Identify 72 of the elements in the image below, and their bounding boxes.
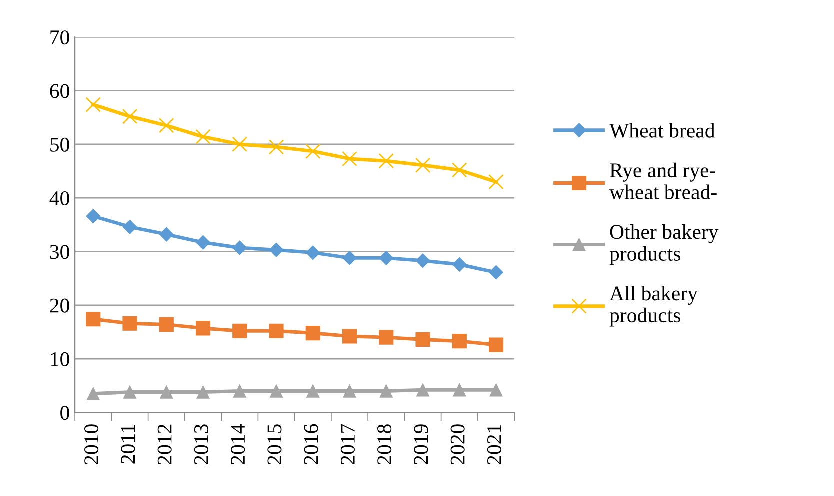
point [380,384,393,398]
point [488,174,504,190]
y-tick-label: 40 [50,191,70,206]
point [378,153,394,169]
point [159,317,174,332]
x-tick-label: 2010 [84,424,99,465]
point [196,386,210,399]
point [269,242,284,258]
point [452,257,467,272]
x-tick-label: 2015 [268,424,282,465]
point [452,162,468,178]
point [415,158,431,174]
x-tick-label: 2012 [158,424,172,465]
y-tick-label: 50 [50,138,70,152]
y-tick-label: 30 [50,245,70,260]
x-tick-label: 2014 [231,424,246,465]
point [86,209,101,224]
point [453,384,466,397]
x-tick-label: 2020 [450,424,465,465]
point [232,324,248,338]
point [342,250,357,266]
point [123,386,137,399]
point [160,386,174,399]
legend-label: Other bakery products [610,224,719,266]
point [196,235,210,250]
x-tick-label: 2013 [194,424,208,465]
point [342,329,358,344]
point [305,144,321,160]
point [343,384,356,398]
point [268,140,284,155]
point [232,136,248,152]
point [86,312,101,327]
point [306,246,320,260]
point [196,129,211,145]
y-tick-label: 0 [60,406,70,420]
legend-label: Rye and rye- wheat bread- [609,162,717,200]
point [159,227,174,242]
point [270,384,284,398]
point [490,384,503,397]
point [489,265,504,280]
x-tick-label: 2019 [414,424,428,465]
x-tick-label: 2011 [121,425,136,464]
point [158,118,174,134]
x-tick-label: 2021 [487,425,502,465]
legend-label: Wheat bread [609,123,716,138]
point [342,151,358,167]
x-tick-label: 2016 [304,424,318,465]
point [416,384,430,397]
point [379,330,394,345]
point [269,324,284,338]
point [122,108,138,124]
x-tick-label: 2017 [340,424,355,465]
point [306,384,320,398]
point [379,250,394,266]
y-tick-label: 10 [51,352,70,366]
point [232,240,248,256]
point [452,334,467,349]
point [122,316,138,331]
point [416,254,430,268]
y-tick-label: 70 [50,30,70,45]
point [196,321,211,336]
point [488,338,504,352]
x-tick-label: 2018 [378,424,392,465]
y-tick-label: 20 [50,298,70,313]
y-tick-label: 60 [50,84,70,98]
point [306,326,320,341]
point [122,220,138,234]
point [86,387,100,400]
legend-label: All bakery products [610,286,698,327]
point [233,384,246,398]
point [86,97,102,112]
point [416,332,430,348]
